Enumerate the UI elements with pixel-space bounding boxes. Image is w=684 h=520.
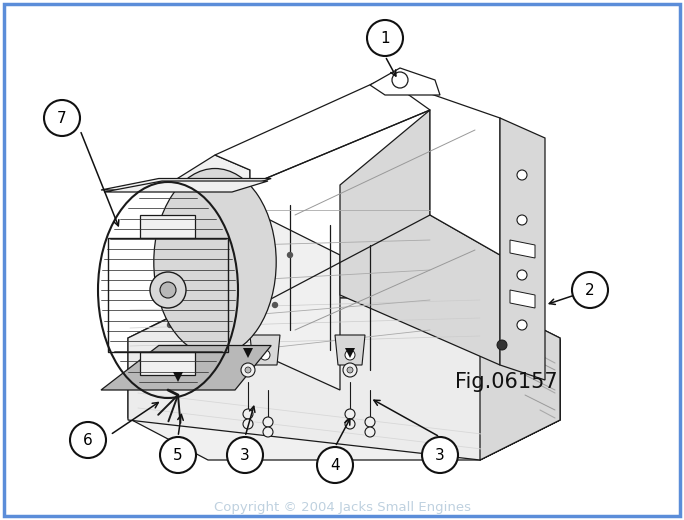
Polygon shape	[104, 181, 268, 192]
Text: 7: 7	[57, 111, 67, 125]
Circle shape	[345, 350, 355, 360]
Polygon shape	[480, 298, 560, 460]
Circle shape	[245, 367, 251, 373]
Text: 1: 1	[380, 31, 390, 46]
Text: 3: 3	[240, 448, 250, 462]
Text: 3: 3	[435, 448, 445, 462]
Text: 5: 5	[173, 448, 183, 462]
Polygon shape	[345, 348, 355, 358]
Circle shape	[227, 437, 263, 473]
Polygon shape	[510, 290, 535, 308]
Text: Copyright © 2004 Jacks Small Engines: Copyright © 2004 Jacks Small Engines	[213, 501, 471, 514]
Text: SMALL ENGINES: SMALL ENGINES	[280, 313, 404, 328]
Circle shape	[70, 422, 106, 458]
Circle shape	[160, 437, 196, 473]
Circle shape	[497, 340, 507, 350]
Circle shape	[365, 417, 375, 427]
Circle shape	[347, 367, 353, 373]
Circle shape	[272, 303, 278, 307]
Circle shape	[517, 215, 527, 225]
Polygon shape	[510, 240, 535, 258]
Polygon shape	[175, 170, 340, 390]
Circle shape	[517, 320, 527, 330]
Text: 4: 4	[330, 458, 340, 473]
Circle shape	[367, 20, 403, 56]
Polygon shape	[385, 78, 500, 255]
Circle shape	[243, 409, 253, 419]
Polygon shape	[128, 298, 560, 460]
Circle shape	[517, 170, 527, 180]
Polygon shape	[500, 118, 545, 380]
Text: Fig.06157: Fig.06157	[455, 372, 557, 392]
Polygon shape	[173, 372, 183, 382]
Text: 2: 2	[586, 282, 595, 297]
Polygon shape	[480, 298, 560, 460]
Circle shape	[343, 363, 357, 377]
Circle shape	[365, 427, 375, 437]
Polygon shape	[250, 335, 280, 365]
Circle shape	[263, 427, 273, 437]
Polygon shape	[140, 352, 195, 375]
Circle shape	[228, 288, 233, 293]
Circle shape	[241, 363, 255, 377]
Polygon shape	[215, 78, 430, 185]
Circle shape	[345, 419, 355, 429]
Circle shape	[183, 272, 187, 278]
Circle shape	[257, 353, 263, 358]
Polygon shape	[128, 298, 560, 460]
Circle shape	[287, 253, 293, 257]
Circle shape	[317, 447, 353, 483]
Polygon shape	[175, 155, 250, 335]
Circle shape	[392, 72, 408, 88]
Polygon shape	[101, 345, 271, 390]
Circle shape	[213, 337, 218, 343]
Circle shape	[168, 322, 172, 328]
Circle shape	[44, 100, 80, 136]
Polygon shape	[335, 335, 365, 365]
Circle shape	[263, 417, 273, 427]
Polygon shape	[370, 68, 440, 95]
Polygon shape	[140, 215, 195, 238]
Circle shape	[345, 409, 355, 419]
Circle shape	[243, 238, 248, 242]
Circle shape	[572, 272, 608, 308]
Circle shape	[198, 223, 202, 228]
Ellipse shape	[154, 168, 276, 356]
Circle shape	[243, 419, 253, 429]
Polygon shape	[340, 110, 500, 365]
Text: JACKS: JACKS	[291, 280, 393, 309]
Circle shape	[150, 272, 186, 308]
Polygon shape	[101, 178, 271, 190]
Circle shape	[160, 282, 176, 298]
Polygon shape	[243, 348, 253, 358]
Text: 6: 6	[83, 433, 93, 448]
Circle shape	[422, 437, 458, 473]
Circle shape	[260, 350, 270, 360]
Circle shape	[517, 270, 527, 280]
